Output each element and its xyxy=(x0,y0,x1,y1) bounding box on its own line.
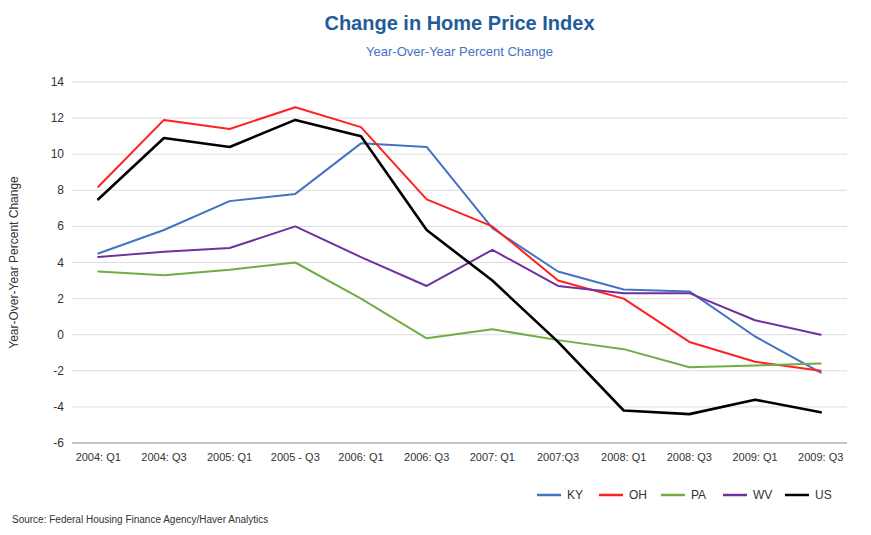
y-axis: -6 -4 -2 0 2 4 6 8 10 12 14 xyxy=(51,75,847,450)
x-tick-label: 2004: Q1 xyxy=(76,451,121,463)
x-tick-label: 2007: Q1 xyxy=(470,451,515,463)
grid-line xyxy=(72,190,847,191)
x-tick-label: 2005 - Q3 xyxy=(271,451,320,463)
legend-swatch xyxy=(537,494,561,497)
legend-swatch xyxy=(599,494,623,497)
source: Source: Federal Housing Finance Agency/H… xyxy=(12,514,268,525)
y-tick-label: 8 xyxy=(57,183,64,197)
grid-line xyxy=(72,406,847,407)
grid-line xyxy=(72,443,847,444)
legend-label: KY xyxy=(567,488,583,502)
y-tick-label: 12 xyxy=(51,111,65,125)
x-tick-label: 2009: Q1 xyxy=(732,451,777,463)
x-tick-label: 2009: Q3 xyxy=(798,451,843,463)
y-tick-label: 6 xyxy=(57,219,64,233)
x-axis-line xyxy=(72,443,847,444)
x-tick-label: 2004: Q3 xyxy=(141,451,186,463)
chart: Change in Home Price Index Year-Over-Year… xyxy=(0,0,871,535)
chart-container: Change in Home Price Index Year-Over-Year… xyxy=(0,0,871,535)
series-line xyxy=(98,120,820,414)
legend-label: PA xyxy=(691,488,706,502)
x-tick-label: 2008: Q3 xyxy=(667,451,712,463)
legend-swatch xyxy=(785,494,809,497)
grid-line xyxy=(72,154,847,155)
series-line xyxy=(98,143,820,372)
legend-label: OH xyxy=(629,488,647,502)
y-axis-label: Year-Over-Year Percent Change xyxy=(7,176,21,349)
grid-line xyxy=(72,298,847,299)
x-tick-label: 2008: Q1 xyxy=(601,451,646,463)
y-tick-label: 0 xyxy=(57,328,64,342)
x-tick-label: 2006: Q3 xyxy=(404,451,449,463)
grid-line xyxy=(72,118,847,119)
series-line xyxy=(98,107,820,371)
subtitle: Year-Over-Year Percent Change xyxy=(366,44,553,59)
legend-swatch xyxy=(661,494,685,497)
y-tick-label: 4 xyxy=(57,256,64,270)
x-axis: 2004: Q1 2004: Q3 2005: Q1 2005 - Q3 2006: Q… xyxy=(76,451,844,463)
legend-swatch xyxy=(723,494,747,497)
y-tick-label: 14 xyxy=(51,75,65,89)
x-tick-label: 2005: Q1 xyxy=(207,451,252,463)
grid-line xyxy=(72,82,847,83)
series-line xyxy=(98,263,820,368)
grid-line xyxy=(72,262,847,263)
y-tick-label: 2 xyxy=(57,292,64,306)
legend-label: US xyxy=(815,488,832,502)
title: Change in Home Price Index xyxy=(324,12,594,34)
legend-label: WV xyxy=(753,488,772,502)
y-tick-label: 10 xyxy=(51,147,65,161)
x-tick-label: 2006: Q1 xyxy=(338,451,383,463)
legend: KY OH PA WV US xyxy=(537,488,832,502)
lines xyxy=(98,107,820,414)
series-line xyxy=(98,226,820,334)
y-tick-label: -4 xyxy=(53,400,64,414)
grid-line xyxy=(72,226,847,227)
y-tick-label: -6 xyxy=(53,436,64,450)
grid-line xyxy=(72,370,847,371)
y-tick-label: -2 xyxy=(53,364,64,378)
x-tick-label: 2007:Q3 xyxy=(537,451,579,463)
